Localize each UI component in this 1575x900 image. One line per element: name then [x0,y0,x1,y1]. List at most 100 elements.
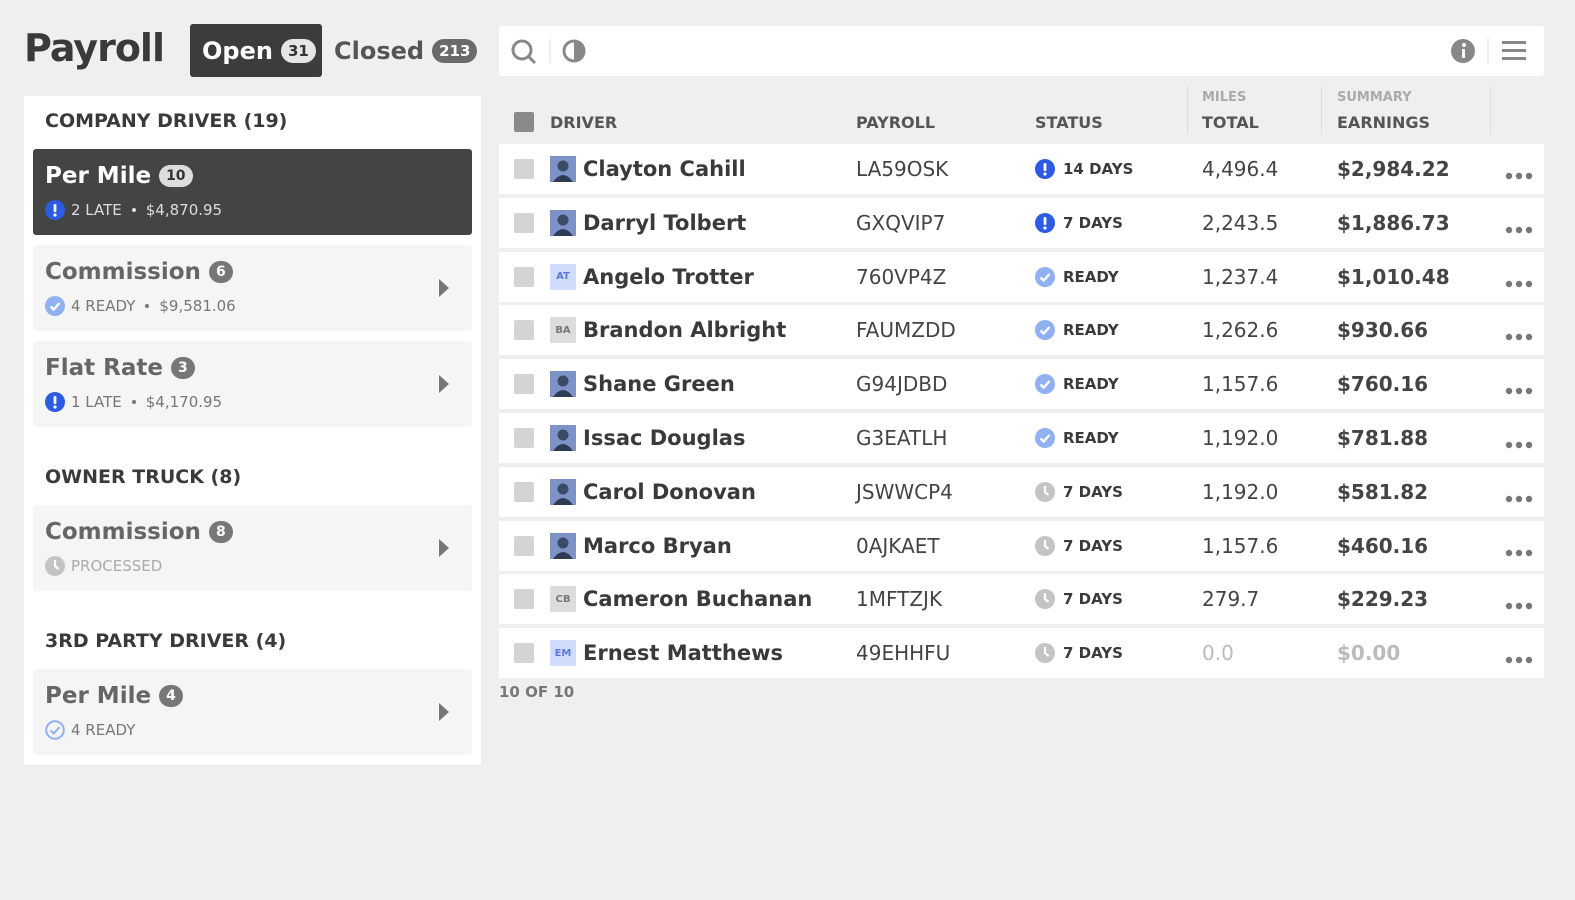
row-checkbox[interactable] [514,481,534,502]
chevron-icon [439,539,449,557]
earnings: $760.16 [1337,372,1429,397]
search-icon[interactable] [511,39,533,61]
menu-icon[interactable] [1502,41,1526,44]
payroll-id: 49EHHFU [856,641,951,666]
status-text: READY [1063,429,1119,447]
tab[interactable]: Open 31 [190,24,322,77]
row-checkbox[interactable] [514,643,534,664]
more-icon [1505,549,1533,556]
column-header[interactable]: TOTAL [1202,113,1259,132]
row-menu[interactable] [1505,326,1533,345]
avatar: CB [550,586,576,613]
group-title: 3RD PARTY DRIVER (4) [45,630,287,652]
row-menu[interactable] [1505,649,1533,668]
status-text: 4 READY [71,297,136,315]
column-group-header: MILES [1202,90,1247,105]
driver-name[interactable]: Shane Green [583,372,735,397]
column-separator [1187,86,1188,134]
driver-row[interactable]: Marco Bryan 0AJKAET 7 DAYS 1,157.6 $460.16 [499,520,1544,571]
status-icon [45,296,65,316]
more-icon [1505,172,1533,180]
driver-name[interactable]: Clayton Cahill [583,157,746,181]
row-checkbox[interactable] [514,212,534,233]
more-dot [1515,495,1523,502]
row-menu[interactable] [1505,165,1533,184]
pay-group-name: Per Mile 4 [45,683,183,709]
photo-body [553,444,573,451]
status-icon-part [1039,380,1051,390]
pay-group-card[interactable]: Flat Rate 3 1 LATE $4,170.95 [33,341,472,427]
driver-row[interactable]: Issac Douglas G3EATLH READY 1,192.0 $781.88 [499,413,1544,463]
row-menu[interactable] [1505,488,1533,507]
row-menu[interactable] [1505,595,1533,614]
more-dot [1525,280,1533,287]
pay-group-card[interactable]: Per Mile 4 4 READY [33,669,472,755]
status-text: 7 DAYS [1063,644,1123,663]
column-header[interactable]: PAYROLL [856,113,936,132]
pay-group-card[interactable]: Commission 8 PROCESSED [33,505,472,591]
photo-head [557,483,569,495]
driver-name[interactable]: Darryl Tolbert [583,210,747,235]
row-checkbox[interactable] [514,266,534,287]
row-menu[interactable] [1505,542,1533,561]
driver-row[interactable]: AT Angelo Trotter 760VP4Z READY 1,237.4 $1,01… [499,251,1544,302]
info-i-dot [1462,43,1466,47]
payroll-id: 0AJKAET [856,533,940,558]
driver-name[interactable]: Issac Douglas [583,426,746,450]
column-separator [1321,86,1322,134]
avatar: EM [550,640,576,667]
status-icon-part [1043,172,1047,176]
status-icon-wrap [1035,481,1055,502]
driver-row[interactable]: Carol Donovan JSWWCP4 7 DAYS 1,192.0 $581.82 [499,466,1544,517]
status-icon-part [1043,216,1047,225]
status-icon [1035,428,1055,448]
driver-name[interactable]: Marco Bryan [583,533,732,558]
driver-row[interactable]: Clayton Cahill LA59OSK 14 DAYS 4,496.4 $2,98… [499,144,1544,194]
row-menu[interactable] [1505,380,1533,399]
row-checkbox[interactable] [514,374,534,395]
status-icon-wrap [1035,643,1055,664]
status-icon [1035,535,1055,556]
driver-name[interactable]: Cameron Buchanan [583,587,813,612]
driver-row[interactable]: Darryl Tolbert GXQVIP7 7 DAYS 2,243.5 $1,886… [499,197,1544,248]
pay-group-card[interactable]: Per Mile 10 2 LATE $4,870.95 [33,149,472,235]
select-all-checkbox[interactable] [514,112,534,132]
miles-total: 1,262.6 [1202,318,1279,343]
more-dot [1505,226,1513,233]
status-text: 7 DAYS [1063,536,1123,555]
row-checkbox[interactable] [514,535,534,556]
tab[interactable]: Closed 213 [322,24,480,77]
column-header[interactable]: DRIVER [550,113,618,132]
status-icon-part [49,302,61,312]
pay-group-card[interactable]: Commission 6 4 READY $9,581.06 [33,245,472,331]
driver-name[interactable]: Brandon Albright [583,318,787,343]
column-header[interactable]: STATUS [1035,113,1103,132]
status-icon-part [45,720,65,740]
chevron [438,538,450,562]
row-menu[interactable] [1505,434,1533,453]
row-menu[interactable] [1505,219,1533,238]
driver-name[interactable]: Angelo Trotter [583,264,754,289]
row-menu[interactable] [1505,273,1533,292]
status-icon-part [1043,539,1050,550]
more-icon [1505,226,1533,233]
more-dot [1515,280,1523,287]
driver-name[interactable]: Carol Donovan [583,479,756,504]
row-checkbox[interactable] [514,320,534,341]
row-checkbox[interactable] [514,428,534,448]
photo-head [557,537,569,549]
photo-head [557,214,569,226]
status-icon [1035,374,1055,395]
info-i [1462,49,1465,58]
column-header[interactable]: EARNINGS [1337,113,1431,132]
pay-group-name: Commission 8 [45,519,233,545]
driver-name[interactable]: Ernest Matthews [583,641,783,666]
driver-row[interactable]: CB Cameron Buchanan 1MFTZJK 7 DAYS 279.7 $229… [499,574,1544,625]
status-icon-wrap [1035,212,1055,233]
more-dot [1505,656,1513,664]
row-checkbox[interactable] [514,159,534,179]
driver-row[interactable]: BA Brandon Albright FAUMZDD READY 1,262.6 $93… [499,305,1544,356]
row-checkbox[interactable] [514,589,534,610]
driver-row[interactable]: Shane Green G94JDBD READY 1,157.6 $760.16 [499,359,1544,410]
driver-row[interactable]: EM Ernest Matthews 49EHHFU 7 DAYS 0.0 $0.00 [499,628,1544,679]
